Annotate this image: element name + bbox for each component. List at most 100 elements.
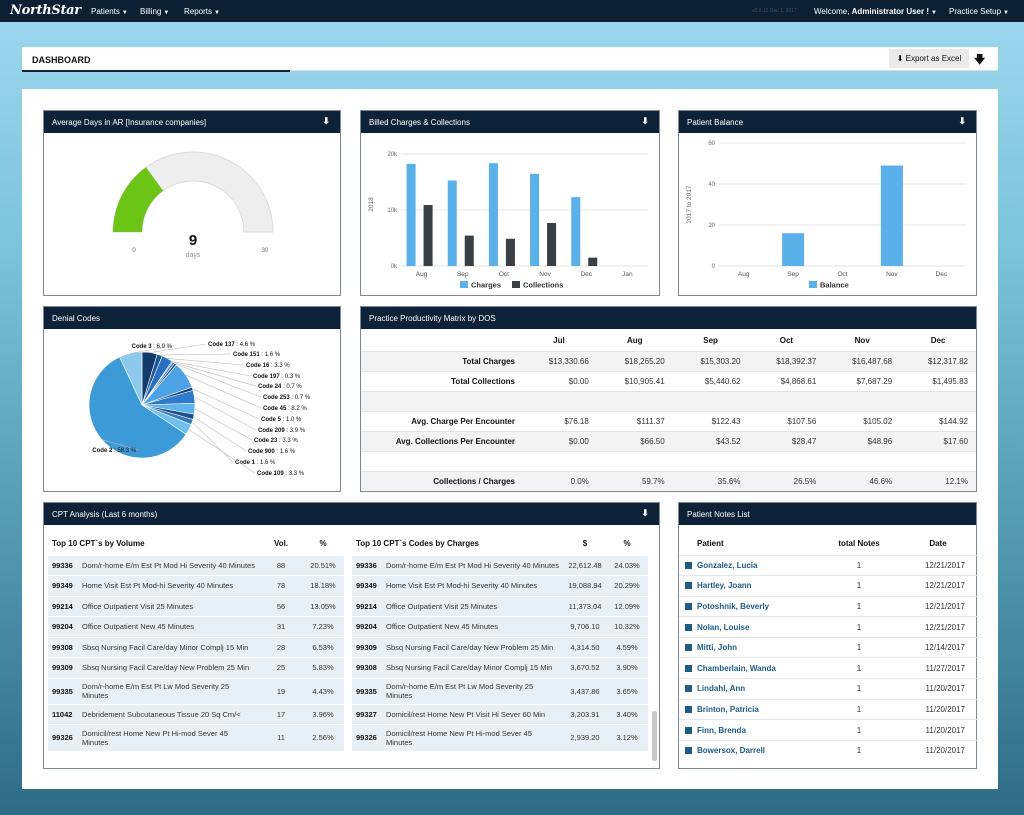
bar-charges[interactable]: [530, 173, 540, 266]
billed-panel-title: Billed Charges & Collections: [369, 118, 470, 127]
export-excel-button[interactable]: ⬇ Export as Excel: [889, 49, 969, 68]
cpt-code[interactable]: 99349: [48, 575, 78, 596]
legend-label[interactable]: Balance: [820, 281, 849, 290]
bar-charges[interactable]: [488, 163, 498, 266]
bar-charges[interactable]: [406, 163, 416, 266]
cpt-code[interactable]: 99336: [352, 554, 382, 576]
bar-charges[interactable]: [571, 197, 581, 266]
table-row[interactable]: Brinton, Patricia 1 11/20/2017: [679, 698, 977, 720]
table-row[interactable]: 11042 Debridement Subcutaneous Tissue 20 …: [48, 703, 344, 725]
table-row: Total Collections $0.00 $10,905.41 $5,440.6…: [361, 370, 976, 391]
cpt-code[interactable]: 99308: [48, 636, 78, 658]
bar-balance[interactable]: [782, 233, 805, 266]
slice-code: Code 253: [263, 395, 290, 401]
table-row[interactable]: 99326 Domicil/rest Home New Pt Hi-mod Sev…: [48, 724, 344, 751]
nav-reports[interactable]: Reports ▼: [184, 7, 220, 16]
table-row[interactable]: 99326 Domicil/rest Home New Pt Hi-mod Sev…: [352, 724, 648, 751]
x-tick-label: Nov: [886, 271, 898, 278]
table-row[interactable]: 99309 Sbsq Nursing Facil Care/day New Pro…: [48, 657, 344, 678]
arrow-down-icon[interactable]: ⬇: [958, 116, 966, 126]
pie-slice-label: Code 16 : 3.3 %: [246, 363, 290, 369]
table-row[interactable]: 99349 Home Visit Est Pt Mod-hi Severity 4…: [352, 575, 648, 596]
note-icon: [685, 644, 692, 652]
table-row[interactable]: Chamberlain, Wanda 1 11/27/2017: [679, 657, 977, 679]
patient-link[interactable]: Chamberlain, Wanda: [679, 657, 819, 679]
nav-patients[interactable]: Patients ▼: [91, 7, 128, 16]
patient-link[interactable]: Potoshnik, Beverly: [679, 595, 819, 617]
patient-link[interactable]: Mitti, John: [679, 636, 819, 658]
cpt-code[interactable]: 99214: [352, 595, 382, 617]
table-row[interactable]: 99204 Office Outpatient New 45 Minutes 9,7…: [352, 616, 648, 637]
cpt-code[interactable]: 99327: [352, 703, 382, 725]
cpt-code[interactable]: 99309: [48, 657, 78, 678]
table-row[interactable]: 99308 Sbsq Nursing Facil Care/day Minor C…: [352, 657, 648, 678]
arrow-down-icon[interactable]: ⬇: [322, 116, 330, 126]
table-row[interactable]: Potoshnik, Beverly 1 12/21/2017: [679, 595, 977, 617]
table-row[interactable]: 99214 Office Outpatient Visit 25 Minutes 1…: [352, 595, 648, 617]
cpt-code[interactable]: 99309: [352, 636, 382, 658]
table-row[interactable]: 99349 Home Visit Est Pt Mod-hi Severity 4…: [48, 575, 344, 596]
bar-collections[interactable]: [423, 205, 433, 266]
table-row[interactable]: Bowersox, Darrell 1 11/20/2017: [679, 739, 977, 761]
cpt-code[interactable]: 99308: [352, 657, 382, 678]
cpt-code[interactable]: 99326: [352, 724, 382, 751]
table-row[interactable]: 99327 Domicil/rest Home New Pt Visit Hi S…: [352, 703, 648, 725]
arrow-down-icon[interactable]: ⬇: [641, 116, 649, 126]
bar-balance[interactable]: [880, 165, 903, 266]
table-row[interactable]: Nolan, Louise 1 12/21/2017: [679, 616, 977, 638]
cpt-code[interactable]: 99335: [352, 677, 382, 704]
cpt-amount: 78: [260, 575, 302, 596]
table-row[interactable]: 99309 Sbsq Nursing Facil Care/day New Pro…: [352, 636, 648, 658]
table-row[interactable]: Gonzalez, Lucia 1 12/21/2017: [679, 554, 977, 576]
cpt-code[interactable]: 11042: [48, 703, 78, 725]
patient-link[interactable]: Nolan, Louise: [679, 616, 819, 638]
dashboard-header: DASHBOARD ⬇ Export as Excel 🡇: [22, 47, 998, 72]
bar-collections[interactable]: [464, 235, 474, 266]
nav-billing[interactable]: Billing ▼: [140, 7, 169, 16]
patient-link[interactable]: Lindahl, Ann: [679, 678, 819, 700]
cpt-code[interactable]: 99349: [352, 575, 382, 596]
cpt-scrollbar[interactable]: [652, 711, 657, 761]
northstar-logo[interactable]: NorthStar: [10, 3, 81, 18]
legend-label[interactable]: Charges: [471, 281, 501, 290]
table-row[interactable]: Mitti, John 1 12/14/2017: [679, 636, 977, 658]
user-menu[interactable]: Welcome, Administrator User ! ▼: [814, 7, 937, 16]
user-name: Administrator User !: [851, 7, 930, 16]
cpt-code[interactable]: 99336: [48, 554, 78, 576]
table-row[interactable]: 99204 Office Outpatient New 45 Minutes 31 7…: [48, 616, 344, 637]
table-row[interactable]: Hartley, Joann 1 12/21/2017: [679, 575, 977, 597]
table-row[interactable]: 99336 Dom/r-home E/m Est Pt Mod Hi Severi…: [352, 554, 648, 576]
bar-collections[interactable]: [588, 257, 598, 266]
cpt-code[interactable]: 99204: [352, 616, 382, 637]
table-row[interactable]: 99308 Sbsq Nursing Facil Care/day Minor C…: [48, 636, 344, 658]
cpt-description: Home Visit Est Pt Mod-hi Severity 40 Min…: [382, 575, 564, 596]
patient-link[interactable]: Gonzalez, Lucia: [679, 554, 819, 576]
cpt-code[interactable]: 99204: [48, 616, 78, 637]
patient-link[interactable]: Finn, Brenda: [679, 719, 819, 741]
chevron-down-icon: ▼: [121, 10, 128, 16]
patient-notes-table: Patient total Notes Date Gonzalez, Lucia 1 12…: [679, 533, 977, 761]
table-row[interactable]: 99214 Office Outpatient Visit 25 Minutes 5…: [48, 595, 344, 617]
patient-link[interactable]: Hartley, Joann: [679, 575, 819, 597]
practice-setup-menu[interactable]: Practice Setup ▼: [949, 7, 1009, 16]
table-row[interactable]: 99336 Dom/r-home E/m Est Pt Mod Hi Severi…: [48, 554, 344, 576]
table-row[interactable]: Finn, Brenda 1 11/20/2017: [679, 719, 977, 741]
arrow-down-icon[interactable]: ⬇: [641, 508, 649, 518]
bar-collections[interactable]: [505, 238, 515, 266]
slice-value: 0.7 %: [295, 395, 311, 401]
table-row[interactable]: 99335 Dom/r-home E/m Est Pt Lw Mod Severi…: [48, 677, 344, 704]
bar-collections[interactable]: [547, 223, 557, 266]
cell-value: [900, 390, 976, 411]
legend-label[interactable]: Collections: [523, 281, 563, 290]
patient-link[interactable]: Brinton, Patricia: [679, 698, 819, 720]
bar-charges[interactable]: [447, 180, 457, 266]
cpt-code[interactable]: 99214: [48, 595, 78, 617]
cpt-code[interactable]: 99326: [48, 724, 78, 751]
arrow-down-icon[interactable]: 🡇: [974, 54, 986, 66]
cpt-code[interactable]: 99335: [48, 677, 78, 704]
table-row[interactable]: 99335 Dom/r-home E/m Est Pt Lw Mod Severi…: [352, 677, 648, 704]
notes-panel: Patient Notes List Patient total Notes Dat…: [678, 502, 977, 769]
table-row[interactable]: Lindahl, Ann 1 11/20/2017: [679, 678, 977, 700]
patient-link[interactable]: Bowersox, Darrell: [679, 739, 819, 761]
x-tick-label: Nov: [539, 271, 551, 278]
